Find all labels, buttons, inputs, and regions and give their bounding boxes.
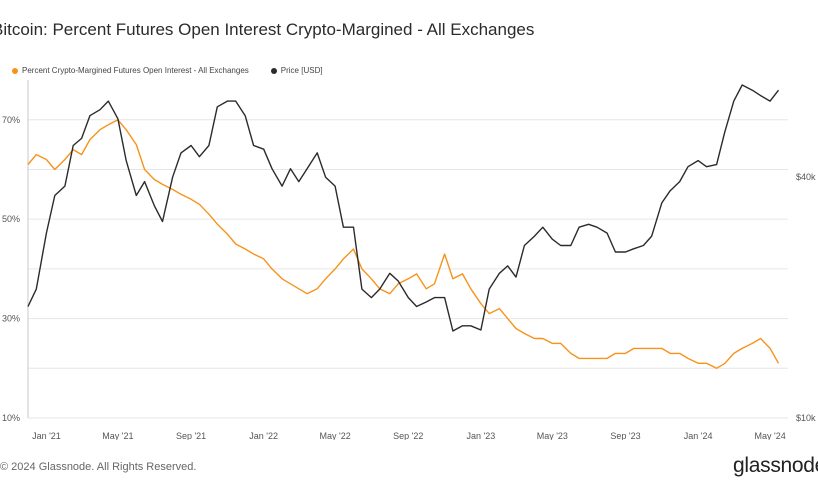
legend-label-price: Price [USD] — [280, 66, 323, 75]
copyright-body: 2024 Glassnode. All Rights Reserved. — [11, 461, 197, 473]
chart-title: Bitcoin: Percent Futures Open Interest C… — [0, 20, 535, 39]
glassnode-logo: glassnode — [733, 454, 818, 477]
legend-item-price[interactable]: Price [USD] — [270, 66, 323, 75]
legend-dot-price — [270, 67, 277, 74]
y-right-tick-label: $10k — [796, 413, 816, 423]
y-left-tick-label: 70% — [2, 115, 20, 125]
chart-legend: Percent Crypto-Margined Futures Open Int… — [12, 66, 345, 75]
percent-oi-series-line — [27, 119, 780, 369]
legend-item-percent[interactable]: Percent Crypto-Margined Futures Open Int… — [12, 66, 249, 75]
x-tick-label: Sep '23 — [610, 431, 640, 440]
x-tick-label: May '21 — [102, 431, 133, 440]
copyright-text: © 2024 Glassnode. All Rights Reserved. — [0, 461, 197, 473]
legend-label-percent: Percent Crypto-Margined Futures Open Int… — [22, 66, 249, 75]
x-tick-label: May '23 — [537, 431, 568, 440]
y-left-tick-label: 10% — [2, 413, 20, 423]
x-tick-label: Jan '22 — [249, 431, 278, 440]
y-left-tick-label: 50% — [2, 214, 20, 224]
legend-dot-percent — [12, 67, 18, 74]
x-tick-label: May '22 — [319, 431, 350, 440]
x-tick-label: Jan '24 — [684, 431, 713, 440]
y-left-tick-label: 30% — [2, 314, 20, 324]
x-tick-label: Jan '23 — [467, 431, 496, 440]
x-tick-label: Jan '21 — [32, 431, 61, 440]
y-right-tick-label: $40k — [796, 172, 816, 182]
price-series-line — [27, 84, 780, 332]
x-tick-label: May '24 — [755, 431, 786, 440]
chart-canvas: 10% 30% 50% 70% $10k $40k Jan '21 May '21 Sep '2… — [2, 80, 816, 440]
x-tick-label: Sep '22 — [393, 431, 423, 440]
x-tick-label: Sep '21 — [176, 431, 206, 440]
